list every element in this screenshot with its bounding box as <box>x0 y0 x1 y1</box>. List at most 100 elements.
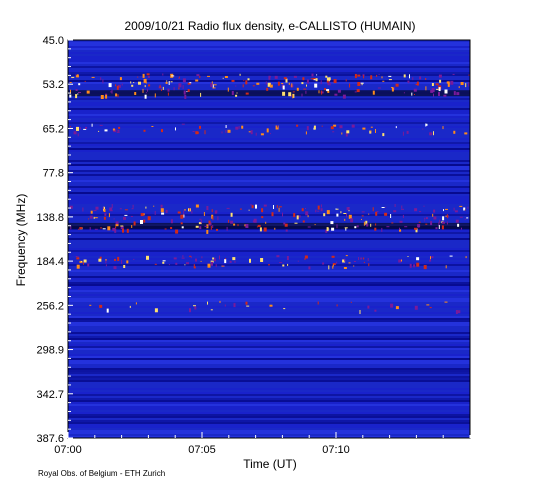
emission-burst <box>454 210 458 213</box>
emission-burst <box>438 225 440 229</box>
emission-burst <box>113 218 115 220</box>
emission-burst <box>120 225 124 227</box>
emission-burst <box>438 87 441 92</box>
emission-burst <box>393 86 395 90</box>
emission-burst <box>212 225 214 228</box>
emission-burst <box>207 75 210 77</box>
emission-burst <box>82 207 84 212</box>
emission-burst <box>354 226 357 229</box>
emission-burst <box>466 217 469 219</box>
emission-burst <box>302 220 305 223</box>
emission-burst <box>225 258 227 260</box>
emission-burst <box>367 258 369 261</box>
emission-burst <box>266 128 269 133</box>
emission-burst <box>430 221 433 226</box>
emission-burst <box>108 213 110 218</box>
emission-burst <box>78 83 81 86</box>
spectrogram-row <box>68 72 470 74</box>
spectrogram-row <box>68 414 470 416</box>
emission-burst <box>391 87 394 88</box>
spectrogram-row <box>68 252 470 254</box>
emission-burst <box>199 226 202 230</box>
emission-burst <box>446 221 448 225</box>
spectrogram-row <box>68 258 470 260</box>
x-axis-label: Time (UT) <box>243 457 297 471</box>
emission-burst <box>353 265 355 267</box>
emission-burst <box>181 226 184 229</box>
emission-burst <box>457 310 461 314</box>
emission-burst <box>375 129 376 133</box>
emission-burst <box>399 220 403 223</box>
emission-burst <box>91 76 95 78</box>
spectrogram-row <box>68 116 470 118</box>
spectrogram-row <box>68 354 470 356</box>
emission-burst <box>381 207 385 208</box>
emission-burst <box>233 303 236 308</box>
emission-burst <box>79 127 81 130</box>
emission-burst <box>89 304 92 306</box>
emission-burst <box>395 83 399 87</box>
emission-burst <box>273 205 274 209</box>
emission-burst <box>326 77 330 82</box>
emission-burst <box>76 257 80 260</box>
emission-burst <box>182 85 184 90</box>
emission-burst <box>283 77 287 80</box>
emission-burst <box>117 84 121 88</box>
emission-burst <box>161 88 162 91</box>
spectrogram-row <box>68 164 470 166</box>
emission-burst <box>284 223 288 227</box>
emission-burst <box>362 127 366 130</box>
emission-burst <box>83 259 87 263</box>
emission-burst <box>117 256 120 261</box>
emission-burst <box>153 205 155 207</box>
emission-burst <box>294 222 298 224</box>
emission-burst <box>186 262 189 265</box>
y-tick-label: 298.9 <box>36 345 64 357</box>
emission-burst <box>374 309 377 312</box>
emission-burst <box>173 257 177 260</box>
spectrogram-row <box>68 278 470 280</box>
emission-burst <box>231 91 234 95</box>
emission-burst <box>429 307 432 309</box>
emission-burst <box>322 262 325 265</box>
emission-burst <box>235 94 238 97</box>
emission-burst <box>190 256 192 259</box>
emission-burst <box>354 74 357 78</box>
emission-burst <box>238 125 240 129</box>
emission-burst <box>285 229 288 232</box>
emission-burst <box>168 264 170 266</box>
y-tick-label: 342.7 <box>36 389 64 401</box>
emission-burst <box>340 211 342 214</box>
emission-burst <box>342 94 346 99</box>
emission-burst <box>343 213 347 214</box>
spectrogram-row <box>68 394 470 396</box>
emission-burst <box>337 89 341 93</box>
emission-burst <box>414 305 418 310</box>
emission-burst <box>85 126 88 129</box>
emission-burst <box>160 204 163 208</box>
emission-burst <box>103 206 105 211</box>
emission-burst <box>296 87 299 91</box>
spectrogram-row <box>68 286 470 288</box>
emission-burst <box>229 260 232 263</box>
emission-burst <box>210 260 214 263</box>
emission-burst <box>75 256 78 257</box>
emission-burst <box>336 213 339 217</box>
emission-burst <box>310 78 314 80</box>
emission-burst <box>182 78 186 83</box>
emission-burst <box>456 92 460 96</box>
emission-burst <box>165 81 168 84</box>
emission-burst <box>173 87 175 91</box>
emission-burst <box>211 214 214 219</box>
emission-burst <box>211 81 213 85</box>
emission-burst <box>468 82 470 87</box>
emission-burst <box>192 131 195 132</box>
emission-burst <box>321 90 323 95</box>
emission-burst <box>105 264 107 267</box>
spectrogram-row <box>68 424 470 426</box>
emission-burst <box>345 79 347 82</box>
emission-burst <box>245 80 248 85</box>
emission-burst <box>195 204 199 208</box>
emission-burst <box>269 84 273 88</box>
